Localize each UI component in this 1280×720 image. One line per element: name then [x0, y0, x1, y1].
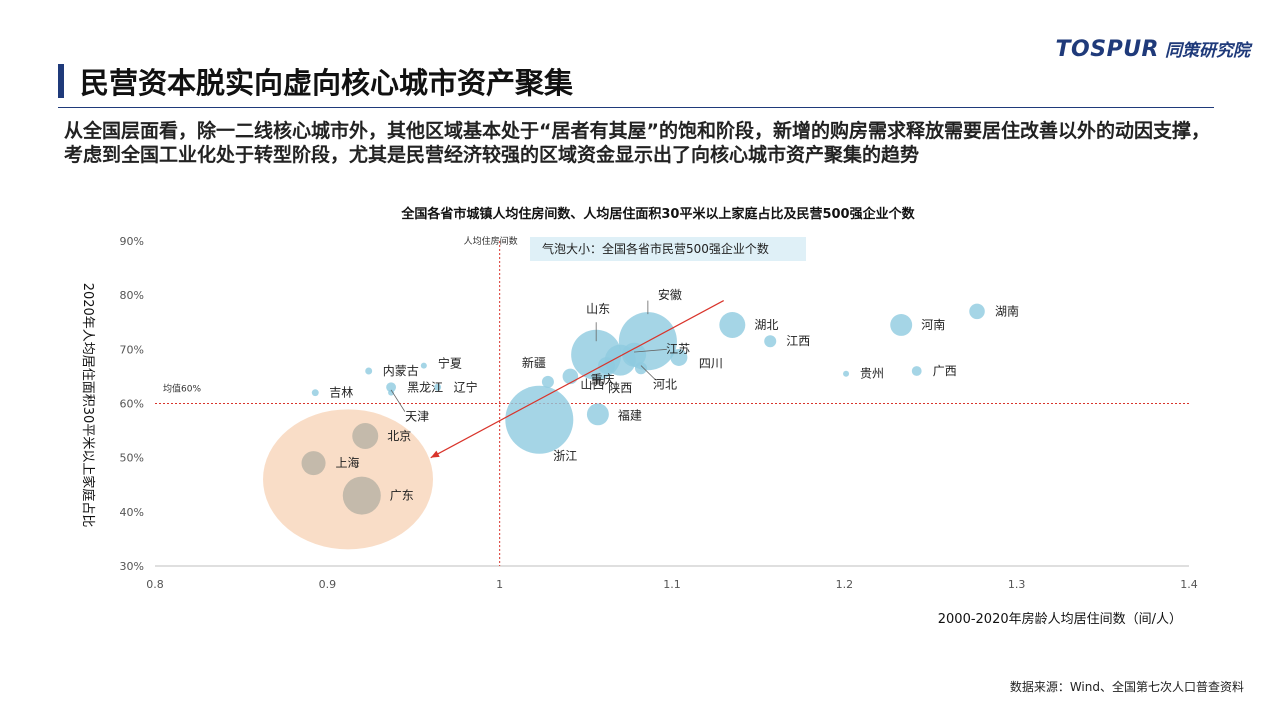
bubble-新疆 — [541, 375, 554, 388]
bubble-label: 新疆 — [522, 355, 546, 370]
bubble-label: 宁夏 — [438, 356, 462, 371]
logo-cn-text: 同策研究院 — [1165, 41, 1250, 61]
bubble-label: 重庆 — [591, 373, 615, 387]
bubble-江西 — [764, 335, 777, 348]
bubble-天津 — [388, 389, 395, 396]
bubble-label: 吉林 — [329, 386, 353, 400]
x-tick-label: 1.2 — [836, 578, 854, 591]
bubble-贵州 — [843, 370, 850, 377]
bubble-吉林 — [311, 389, 319, 397]
logo-brand-text: TOSPUR — [1055, 37, 1159, 62]
x-tick-label: 0.8 — [146, 578, 164, 591]
y-tick-label: 50% — [120, 452, 144, 465]
bubble-福建 — [586, 403, 609, 426]
bubble-label: 天津 — [405, 410, 429, 424]
y-tick-label: 30% — [120, 560, 144, 573]
leader-line-tianjin — [390, 389, 406, 412]
trend-arrow-head — [430, 450, 440, 458]
y-tick-label: 80% — [120, 289, 144, 302]
bubble-北京 — [352, 423, 379, 449]
x-tick-label: 1.3 — [1008, 578, 1026, 591]
brand-logo: TOSPUR 同策研究院 — [1056, 36, 1250, 62]
bubble-label: 河南 — [921, 317, 945, 332]
page-title: 民营资本脱实向虚向核心城市资产聚集 — [80, 66, 574, 100]
bubble-黑龙江 — [386, 382, 397, 393]
y-tick-label: 90% — [120, 235, 144, 248]
bubble-四川 — [670, 348, 688, 366]
page-subtitle: 从全国层面看，除一二线核心城市外，其他区域基本处于“居者有其屋”的饱和阶段，新增… — [64, 120, 1210, 166]
bubble-label: 山西 — [580, 377, 604, 391]
bubble-宁夏 — [420, 362, 427, 369]
bubble-广东 — [342, 476, 381, 515]
bubble-label: 内蒙古 — [383, 363, 419, 378]
bubble-label: 江苏 — [666, 342, 690, 356]
core-city-highlight-ellipse — [263, 409, 434, 550]
bubble-label: 湖北 — [754, 317, 778, 332]
bubble-size-legend: 气泡大小：全国各省市民营500强企业个数 — [530, 237, 806, 261]
leader-line-hebei — [640, 365, 656, 380]
bubble-label: 贵州 — [860, 367, 884, 381]
x-tick-label: 1.1 — [663, 578, 681, 591]
y-tick-label: 40% — [120, 506, 144, 519]
bubble-山西 — [562, 368, 579, 385]
y-tick-label: 70% — [120, 343, 144, 356]
bubble-label: 浙江 — [553, 449, 577, 463]
bubble-label: 上海 — [336, 455, 360, 470]
data-source-note: 数据来源：Wind、全国第七次人口普查资料 — [1009, 680, 1244, 694]
bubble-label: 黑龙江 — [407, 380, 443, 394]
x-tick-label: 0.9 — [319, 578, 337, 591]
x-tick-label: 1.4 — [1180, 578, 1198, 591]
reference-x-label: 人均住房间数 — [464, 235, 518, 247]
bubble-浙江 — [505, 385, 574, 454]
x-tick-label: 1 — [496, 578, 503, 591]
bubble-河南 — [890, 313, 913, 336]
bubble-湖北 — [719, 311, 746, 338]
bubble-广西 — [911, 366, 922, 376]
bubble-江苏 — [622, 342, 647, 367]
bubble-label: 四川 — [699, 356, 723, 370]
legend-text: 气泡大小：全国各省市民营500强企业个数 — [542, 241, 769, 256]
bubble-湖南 — [969, 303, 985, 320]
title-accent-bar — [58, 64, 64, 98]
bubble-label: 安徽 — [658, 287, 682, 302]
bubble-label: 辽宁 — [454, 379, 478, 394]
bubble-label: 河北 — [653, 377, 677, 391]
bubble-label: 山东 — [586, 302, 610, 316]
bubble-label: 广东 — [390, 489, 414, 503]
x-axis-label: 2000-2020年房龄人均居住间数（间/人） — [938, 611, 1182, 627]
bubble-内蒙古 — [365, 367, 373, 375]
bubble-label: 广西 — [933, 364, 957, 378]
bubble-辽宁 — [434, 383, 442, 391]
y-tick-label: 60% — [120, 398, 144, 411]
leader-line-jiangsu — [634, 348, 667, 353]
bubble-label: 福建 — [618, 407, 642, 422]
legend-background — [530, 237, 806, 261]
reference-y-label: 均值60% — [163, 383, 201, 395]
bubble-河北 — [634, 362, 647, 375]
bubble-label: 陕西 — [608, 380, 632, 395]
bubble-label: 北京 — [387, 429, 411, 443]
chart-title: 全国各省市城镇人均住房间数、人均居住面积30平米以上家庭占比及民营500强企业个… — [400, 206, 915, 222]
y-axis-label: 2020年人均居住面积30平米以上家庭占比 — [80, 283, 96, 528]
bubble-label: 江西 — [786, 334, 810, 348]
bubble-上海 — [301, 451, 326, 476]
bubble-label: 湖南 — [995, 303, 1019, 318]
title-divider — [58, 107, 1214, 108]
trend-arrow-line — [430, 300, 724, 459]
